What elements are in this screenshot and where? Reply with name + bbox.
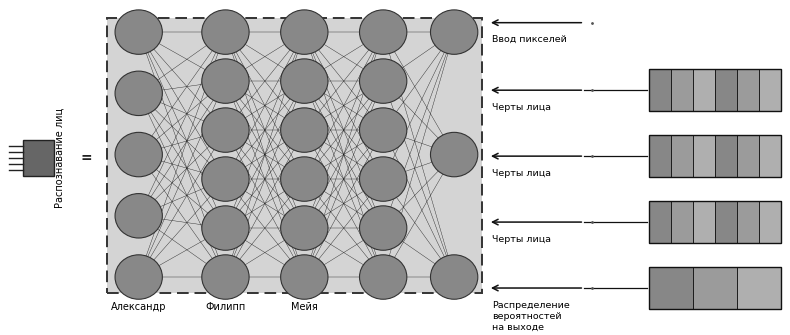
Text: Черты лица: Черты лица bbox=[492, 234, 551, 244]
Text: Распределение
вероятностей
на выходе: Распределение вероятностей на выходе bbox=[492, 300, 570, 332]
Ellipse shape bbox=[359, 206, 407, 250]
Bar bbox=[649, 69, 671, 111]
Ellipse shape bbox=[359, 255, 407, 299]
Bar bbox=[737, 267, 781, 309]
Ellipse shape bbox=[431, 10, 478, 54]
Ellipse shape bbox=[201, 10, 249, 54]
Text: Черты лица: Черты лица bbox=[492, 103, 551, 112]
Bar bbox=[693, 267, 737, 309]
Ellipse shape bbox=[280, 10, 328, 54]
Bar bbox=[649, 135, 781, 177]
Ellipse shape bbox=[201, 59, 249, 103]
Ellipse shape bbox=[359, 10, 407, 54]
Bar bbox=[759, 135, 781, 177]
Ellipse shape bbox=[359, 108, 407, 152]
Ellipse shape bbox=[115, 71, 163, 116]
Ellipse shape bbox=[431, 255, 478, 299]
Bar bbox=[715, 201, 737, 243]
Bar bbox=[107, 18, 482, 293]
Text: Распознавание лиц: Распознавание лиц bbox=[55, 108, 65, 208]
Ellipse shape bbox=[115, 132, 163, 177]
Ellipse shape bbox=[280, 206, 328, 250]
Bar bbox=[737, 69, 759, 111]
Bar bbox=[693, 135, 715, 177]
Ellipse shape bbox=[201, 206, 249, 250]
Ellipse shape bbox=[280, 108, 328, 152]
Bar bbox=[23, 140, 55, 176]
Ellipse shape bbox=[431, 132, 478, 177]
Bar bbox=[649, 267, 693, 309]
Bar bbox=[759, 69, 781, 111]
Bar bbox=[715, 135, 737, 177]
Text: Черты лица: Черты лица bbox=[492, 169, 551, 178]
Bar bbox=[737, 201, 759, 243]
Bar bbox=[649, 69, 781, 111]
Bar bbox=[671, 201, 693, 243]
Bar bbox=[649, 201, 671, 243]
Ellipse shape bbox=[201, 108, 249, 152]
Bar bbox=[671, 135, 693, 177]
Ellipse shape bbox=[201, 157, 249, 201]
Bar bbox=[693, 69, 715, 111]
Ellipse shape bbox=[359, 59, 407, 103]
Bar bbox=[737, 135, 759, 177]
Text: Ввод пикселей: Ввод пикселей bbox=[492, 35, 567, 44]
Ellipse shape bbox=[115, 255, 163, 299]
Bar bbox=[649, 201, 781, 243]
Ellipse shape bbox=[115, 194, 163, 238]
Text: =: = bbox=[80, 151, 92, 165]
Text: Филипп: Филипп bbox=[205, 302, 246, 312]
Ellipse shape bbox=[115, 10, 163, 54]
Ellipse shape bbox=[280, 255, 328, 299]
Text: Александр: Александр bbox=[111, 302, 167, 312]
Ellipse shape bbox=[359, 157, 407, 201]
Bar bbox=[693, 201, 715, 243]
Text: Мейя: Мейя bbox=[291, 302, 318, 312]
Ellipse shape bbox=[280, 59, 328, 103]
Bar bbox=[649, 135, 671, 177]
Ellipse shape bbox=[280, 157, 328, 201]
Bar bbox=[649, 267, 781, 309]
Bar bbox=[759, 201, 781, 243]
Bar bbox=[671, 69, 693, 111]
Ellipse shape bbox=[201, 255, 249, 299]
Bar bbox=[715, 69, 737, 111]
